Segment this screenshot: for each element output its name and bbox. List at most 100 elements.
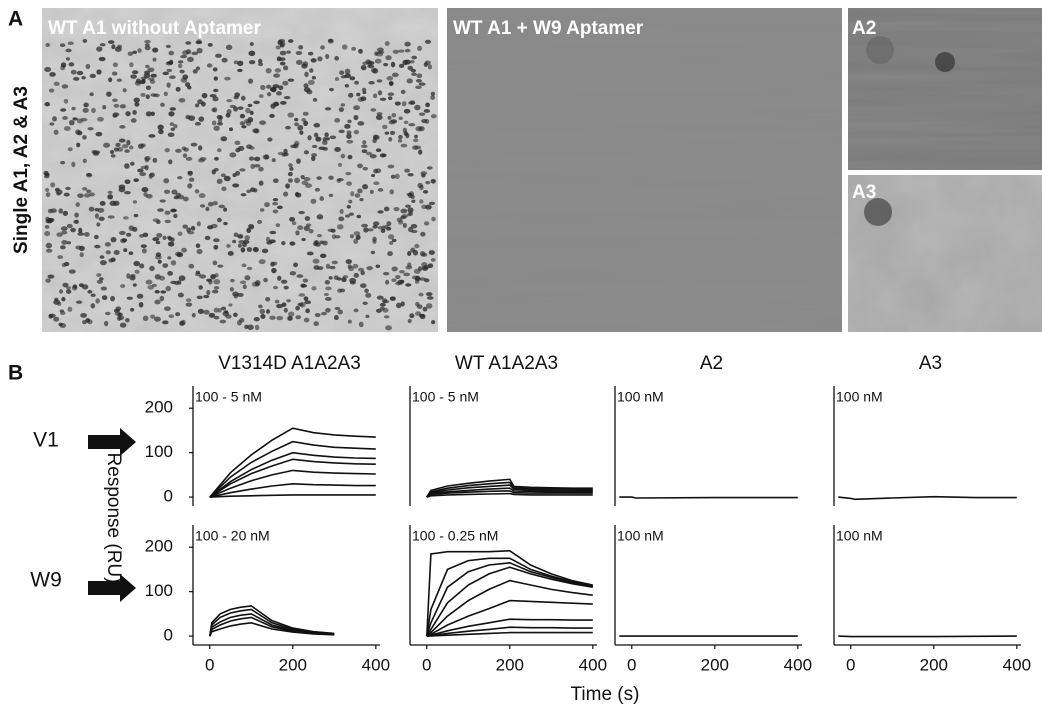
image-label: A2	[852, 18, 876, 39]
cell	[166, 45, 171, 48]
cell	[199, 193, 206, 198]
cell	[313, 259, 320, 264]
cell	[395, 101, 401, 105]
cell	[157, 208, 164, 212]
cell	[263, 155, 270, 160]
cell	[65, 49, 71, 53]
curve	[427, 601, 593, 637]
cell	[168, 159, 172, 164]
cell	[134, 214, 138, 217]
cell	[381, 229, 386, 233]
cell	[383, 272, 389, 275]
cell	[46, 243, 52, 249]
cell	[91, 303, 95, 308]
cell	[191, 226, 196, 231]
cell	[171, 237, 175, 241]
x-tick-label: 400	[784, 655, 812, 674]
cell	[357, 189, 362, 194]
cell	[361, 224, 368, 228]
cell	[415, 311, 421, 315]
cell	[196, 243, 201, 248]
cell	[145, 46, 151, 51]
cell	[362, 149, 368, 153]
cell	[339, 107, 344, 112]
cell	[299, 302, 305, 307]
cell	[391, 175, 396, 179]
cell	[153, 94, 159, 98]
cell	[156, 220, 161, 224]
cell	[60, 108, 66, 112]
cell	[188, 171, 193, 176]
cell	[217, 148, 221, 152]
cell	[286, 299, 291, 302]
cell	[313, 265, 319, 270]
cell	[332, 261, 338, 265]
cell	[273, 178, 279, 183]
cell	[254, 164, 261, 167]
cell	[60, 43, 66, 47]
cell	[384, 206, 389, 211]
cell	[101, 287, 107, 291]
cell	[419, 185, 423, 190]
cell	[108, 215, 115, 218]
cell	[124, 163, 130, 169]
cell	[198, 145, 202, 150]
cell	[218, 205, 225, 209]
cell	[366, 266, 373, 270]
cell	[106, 250, 111, 254]
cell	[311, 58, 317, 63]
cell	[425, 205, 432, 210]
x-tick-label: 200	[920, 655, 948, 674]
row-label: V1	[33, 429, 59, 452]
cell	[284, 286, 289, 290]
cell	[119, 231, 126, 235]
cell	[170, 107, 176, 111]
cell	[70, 228, 76, 233]
cell	[288, 178, 293, 183]
cell	[393, 50, 399, 54]
cell	[412, 145, 418, 150]
cell	[61, 240, 67, 245]
cell	[94, 245, 100, 249]
cell	[337, 178, 344, 181]
cell	[373, 181, 379, 185]
cell	[305, 216, 310, 221]
cell	[276, 223, 280, 227]
cell	[114, 250, 120, 255]
cell	[248, 104, 253, 107]
cell	[358, 268, 364, 272]
cell	[83, 39, 88, 43]
cell	[214, 76, 218, 80]
cell	[181, 248, 187, 253]
cell	[365, 315, 369, 319]
cell	[384, 225, 388, 229]
cell	[264, 202, 270, 207]
cell	[211, 108, 215, 112]
cell	[426, 303, 432, 309]
cell	[312, 145, 317, 148]
cell	[382, 125, 387, 130]
cell	[339, 130, 345, 133]
cell	[390, 296, 396, 300]
cell	[395, 174, 400, 179]
cell	[158, 260, 162, 264]
cell	[305, 308, 310, 313]
cell	[49, 314, 56, 318]
cell	[64, 193, 70, 197]
cell	[301, 238, 305, 241]
cell	[151, 112, 155, 116]
cell	[73, 77, 79, 81]
cell	[95, 213, 99, 218]
cell	[248, 78, 253, 83]
cell	[267, 92, 271, 96]
cell	[282, 302, 287, 306]
cell	[91, 293, 96, 297]
cell	[376, 309, 382, 313]
cell	[171, 127, 175, 130]
cell	[213, 260, 218, 265]
cell	[45, 217, 50, 221]
x-tick-label: 400	[1003, 655, 1031, 674]
cell	[288, 79, 295, 82]
x-tick-label: 0	[627, 655, 636, 674]
cell	[62, 84, 69, 88]
